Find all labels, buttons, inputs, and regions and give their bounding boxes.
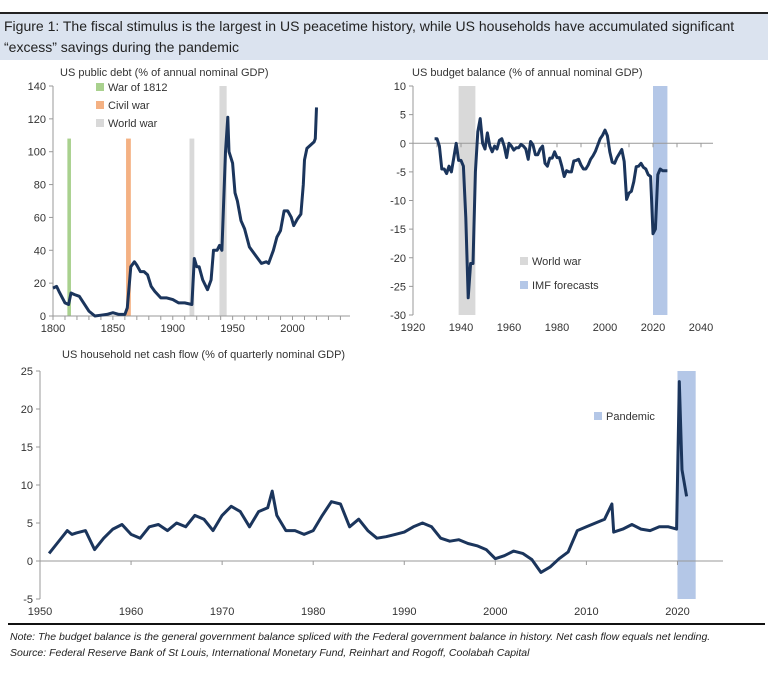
x-tick-label: 1900 (161, 323, 185, 335)
chart-2: US budget balance (% of annual nominal G… (390, 67, 713, 334)
y-tick-label: 40 (34, 245, 46, 257)
y-tick-label: 0 (27, 556, 33, 568)
x-tick-label: 1940 (449, 322, 473, 334)
chart-3: US household net cash flow (% of quarter… (21, 349, 723, 618)
x-tick-label: 1990 (392, 606, 416, 618)
y-tick-label: -15 (390, 224, 406, 236)
x-tick-label: 2040 (689, 322, 713, 334)
legend-label: War of 1812 (108, 82, 168, 94)
x-tick-label: 1960 (119, 606, 143, 618)
legend-swatch (96, 101, 104, 109)
y-tick-label: 0 (40, 311, 46, 323)
y-tick-label: -25 (390, 281, 406, 293)
source-text: Source: Federal Reserve Bank of St Louis… (10, 647, 530, 659)
y-tick-label: 10 (21, 480, 33, 492)
y-tick-label: 20 (34, 278, 46, 290)
figure-title: Figure 1: The fiscal stimulus is the lar… (4, 18, 735, 55)
x-tick-label: 2020 (665, 606, 689, 618)
figure-notes: Note: The budget balance is the general … (10, 629, 760, 661)
band-world-war (189, 138, 195, 316)
legend-item: World war (520, 256, 582, 268)
y-tick-label: 5 (27, 518, 33, 530)
y-tick-label: -10 (390, 196, 406, 208)
y-tick-label: 10 (394, 81, 406, 93)
y-tick-label: -5 (396, 167, 406, 179)
legend-item: World war (96, 118, 158, 130)
legend-label: World war (108, 118, 158, 130)
x-tick-label: 2000 (280, 323, 304, 335)
y-tick-label: 80 (34, 180, 46, 192)
x-tick-label: 1980 (301, 606, 325, 618)
y-tick-label: 25 (21, 366, 33, 378)
y-tick-label: 5 (400, 110, 406, 122)
x-tick-label: 2000 (483, 606, 507, 618)
chart-title: US household net cash flow (% of quarter… (62, 349, 345, 361)
legend-swatch (520, 257, 528, 265)
y-tick-label: -20 (390, 253, 406, 265)
y-tick-label: -5 (23, 594, 33, 606)
legend-label: Pandemic (606, 411, 655, 423)
y-tick-label: 120 (28, 114, 46, 126)
legend-swatch (594, 412, 602, 420)
y-tick-label: 140 (28, 81, 46, 93)
x-tick-label: 1850 (101, 323, 125, 335)
x-tick-label: 1950 (220, 323, 244, 335)
x-tick-label: 2020 (641, 322, 665, 334)
x-tick-label: 2000 (593, 322, 617, 334)
legend-item: IMF forecasts (520, 280, 599, 292)
figure-header (0, 12, 768, 60)
legend-swatch (520, 281, 528, 289)
x-tick-label: 1950 (28, 606, 52, 618)
band-imf-forecasts (653, 86, 668, 315)
y-tick-label: 100 (28, 147, 46, 159)
series-line (52, 107, 318, 318)
chart-title: US budget balance (% of annual nominal G… (412, 67, 643, 79)
note-text: Note: The budget balance is the general … (10, 631, 711, 643)
x-tick-label: 1920 (401, 322, 425, 334)
legend-label: Civil war (108, 100, 150, 112)
chart-title: US public debt (% of annual nominal GDP) (60, 67, 269, 79)
x-tick-label: 1800 (41, 323, 65, 335)
y-tick-label: -30 (390, 310, 406, 322)
y-tick-label: 0 (400, 138, 406, 150)
legend-label: IMF forecasts (532, 280, 599, 292)
divider (8, 623, 765, 625)
series-line (47, 380, 689, 574)
series-line (434, 117, 668, 300)
chart-1: US public debt (% of annual nominal GDP)… (28, 67, 350, 335)
legend-swatch (96, 119, 104, 127)
legend-item: War of 1812 (96, 82, 168, 94)
x-tick-label: 1970 (210, 606, 234, 618)
y-tick-label: 15 (21, 442, 33, 454)
band-war-of-1812 (67, 138, 71, 316)
legend-item: Civil war (96, 100, 150, 112)
y-tick-label: 20 (21, 404, 33, 416)
legend-item: Pandemic (594, 411, 655, 423)
legend-swatch (96, 83, 104, 91)
x-tick-label: 1960 (497, 322, 521, 334)
x-tick-label: 2010 (574, 606, 598, 618)
y-tick-label: 60 (34, 212, 46, 224)
legend-label: World war (532, 256, 582, 268)
x-tick-label: 1980 (545, 322, 569, 334)
band-civil-war (126, 138, 131, 316)
